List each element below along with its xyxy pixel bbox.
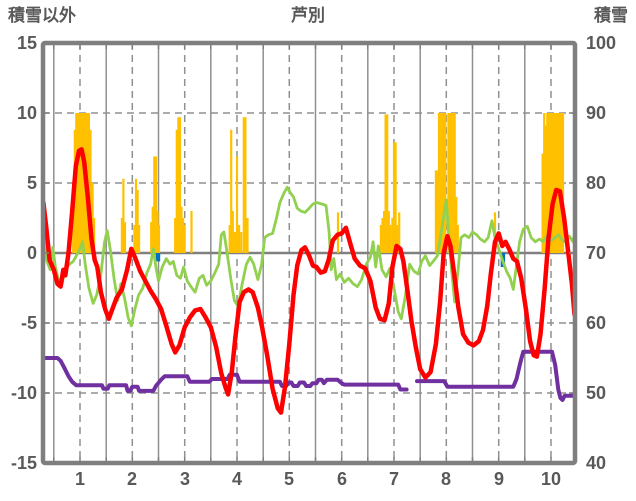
- right-axis-tick: 60: [586, 313, 607, 333]
- right-axis-tick: 50: [586, 383, 607, 403]
- x-axis-tick: 5: [283, 469, 294, 489]
- x-axis-tick: 8: [440, 469, 451, 489]
- x-axis-tick: 10: [540, 469, 562, 489]
- left-axis-tick: 0: [26, 243, 37, 263]
- left-axis-tick: -5: [20, 313, 37, 333]
- right-axis-tick: 90: [586, 103, 607, 123]
- x-axis-tick: 2: [126, 469, 137, 489]
- left-axis-tick: 10: [16, 103, 37, 123]
- left-axis-tick: -10: [10, 383, 37, 403]
- right-axis-tick: 70: [586, 243, 607, 263]
- x-axis-tick: 9: [493, 469, 504, 489]
- right-axis-tick: 100: [586, 33, 617, 53]
- x-axis-tick: 3: [179, 469, 190, 489]
- x-axis-tick: 4: [231, 469, 242, 489]
- chart-title: 芦別: [291, 6, 325, 25]
- left-axis-tick: 15: [16, 33, 37, 53]
- left-axis-tick: -15: [10, 453, 37, 473]
- left-axis-title: 積雪以外: [8, 6, 76, 25]
- right-axis-title: 積雪: [594, 6, 628, 25]
- x-axis-tick: 7: [388, 469, 399, 489]
- right-axis-tick: 40: [586, 453, 607, 473]
- x-axis-tick: 6: [336, 469, 347, 489]
- right-axis-tick: 80: [586, 173, 607, 193]
- left-axis-tick: 5: [26, 173, 37, 193]
- x-axis-tick: 1: [74, 469, 85, 489]
